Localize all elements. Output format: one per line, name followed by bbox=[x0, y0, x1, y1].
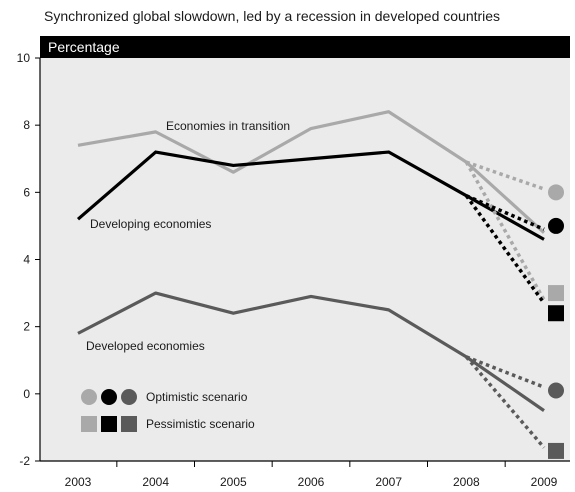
legend-optimistic-marker-developed bbox=[121, 389, 137, 405]
plot-area-background bbox=[40, 58, 570, 461]
series-label-developed-economies: Developed economies bbox=[86, 339, 205, 353]
series-label-economies-in-transition: Economies in transition bbox=[166, 119, 290, 133]
x-tick-label: 2006 bbox=[298, 475, 325, 489]
x-tick-label: 2009 bbox=[531, 475, 558, 489]
y-tick-label: 8 bbox=[23, 118, 30, 132]
legend-pessimistic-marker-developing bbox=[101, 416, 117, 432]
pessimistic-line-economies-in-transition bbox=[464, 161, 546, 301]
pessimistic-marker-developed-economies bbox=[548, 442, 564, 459]
legend: Optimistic scenario Pessimistic scenario bbox=[81, 389, 255, 432]
optimistic-marker-economies-in-transition bbox=[548, 184, 564, 201]
y-tick-label: 6 bbox=[23, 185, 30, 199]
legend-optimistic-marker-transition bbox=[81, 389, 97, 405]
pessimistic-line-developed-economies bbox=[465, 355, 546, 449]
optimistic-marker-developed-economies bbox=[548, 382, 564, 399]
x-tick-label: 2007 bbox=[375, 475, 402, 489]
y-tick-label: 4 bbox=[23, 253, 30, 267]
y-tick-label: 2 bbox=[23, 320, 30, 334]
x-tick-label: 2005 bbox=[220, 475, 247, 489]
pessimistic-line-developing-economies bbox=[464, 194, 546, 305]
x-tick-label: 2008 bbox=[453, 475, 480, 489]
series-label-developing-economies: Developing economies bbox=[90, 217, 211, 231]
axes: -2 0 2 4 6 8 10 2003 2004 2005 2006 2007 2008 2009 bbox=[17, 51, 570, 489]
y-tick-label: 0 bbox=[23, 387, 30, 401]
x-tick-label: 2003 bbox=[65, 475, 92, 489]
pessimistic-marker-economies-in-transition bbox=[548, 285, 564, 302]
legend-pessimistic-label: Pessimistic scenario bbox=[146, 417, 255, 431]
header-bar bbox=[40, 36, 570, 58]
legend-optimistic-label: Optimistic scenario bbox=[146, 390, 248, 404]
y-tick-label: -2 bbox=[19, 454, 30, 468]
y-axis-label: Percentage bbox=[48, 39, 120, 55]
legend-pessimistic-marker-developed bbox=[121, 416, 137, 432]
optimistic-marker-developing-economies bbox=[548, 217, 564, 234]
chart-title: Synchronized global slowdown, led by a r… bbox=[44, 8, 501, 24]
scenario-markers bbox=[548, 184, 564, 459]
legend-optimistic-marker-developing bbox=[101, 389, 117, 405]
y-tick-label: 10 bbox=[17, 51, 31, 65]
optimistic-line-developing-economies bbox=[465, 194, 545, 231]
x-tick-label: 2004 bbox=[142, 475, 169, 489]
pessimistic-marker-developing-economies bbox=[548, 305, 564, 322]
legend-pessimistic-marker-transition bbox=[81, 416, 97, 432]
scenario-lines bbox=[464, 160, 546, 449]
